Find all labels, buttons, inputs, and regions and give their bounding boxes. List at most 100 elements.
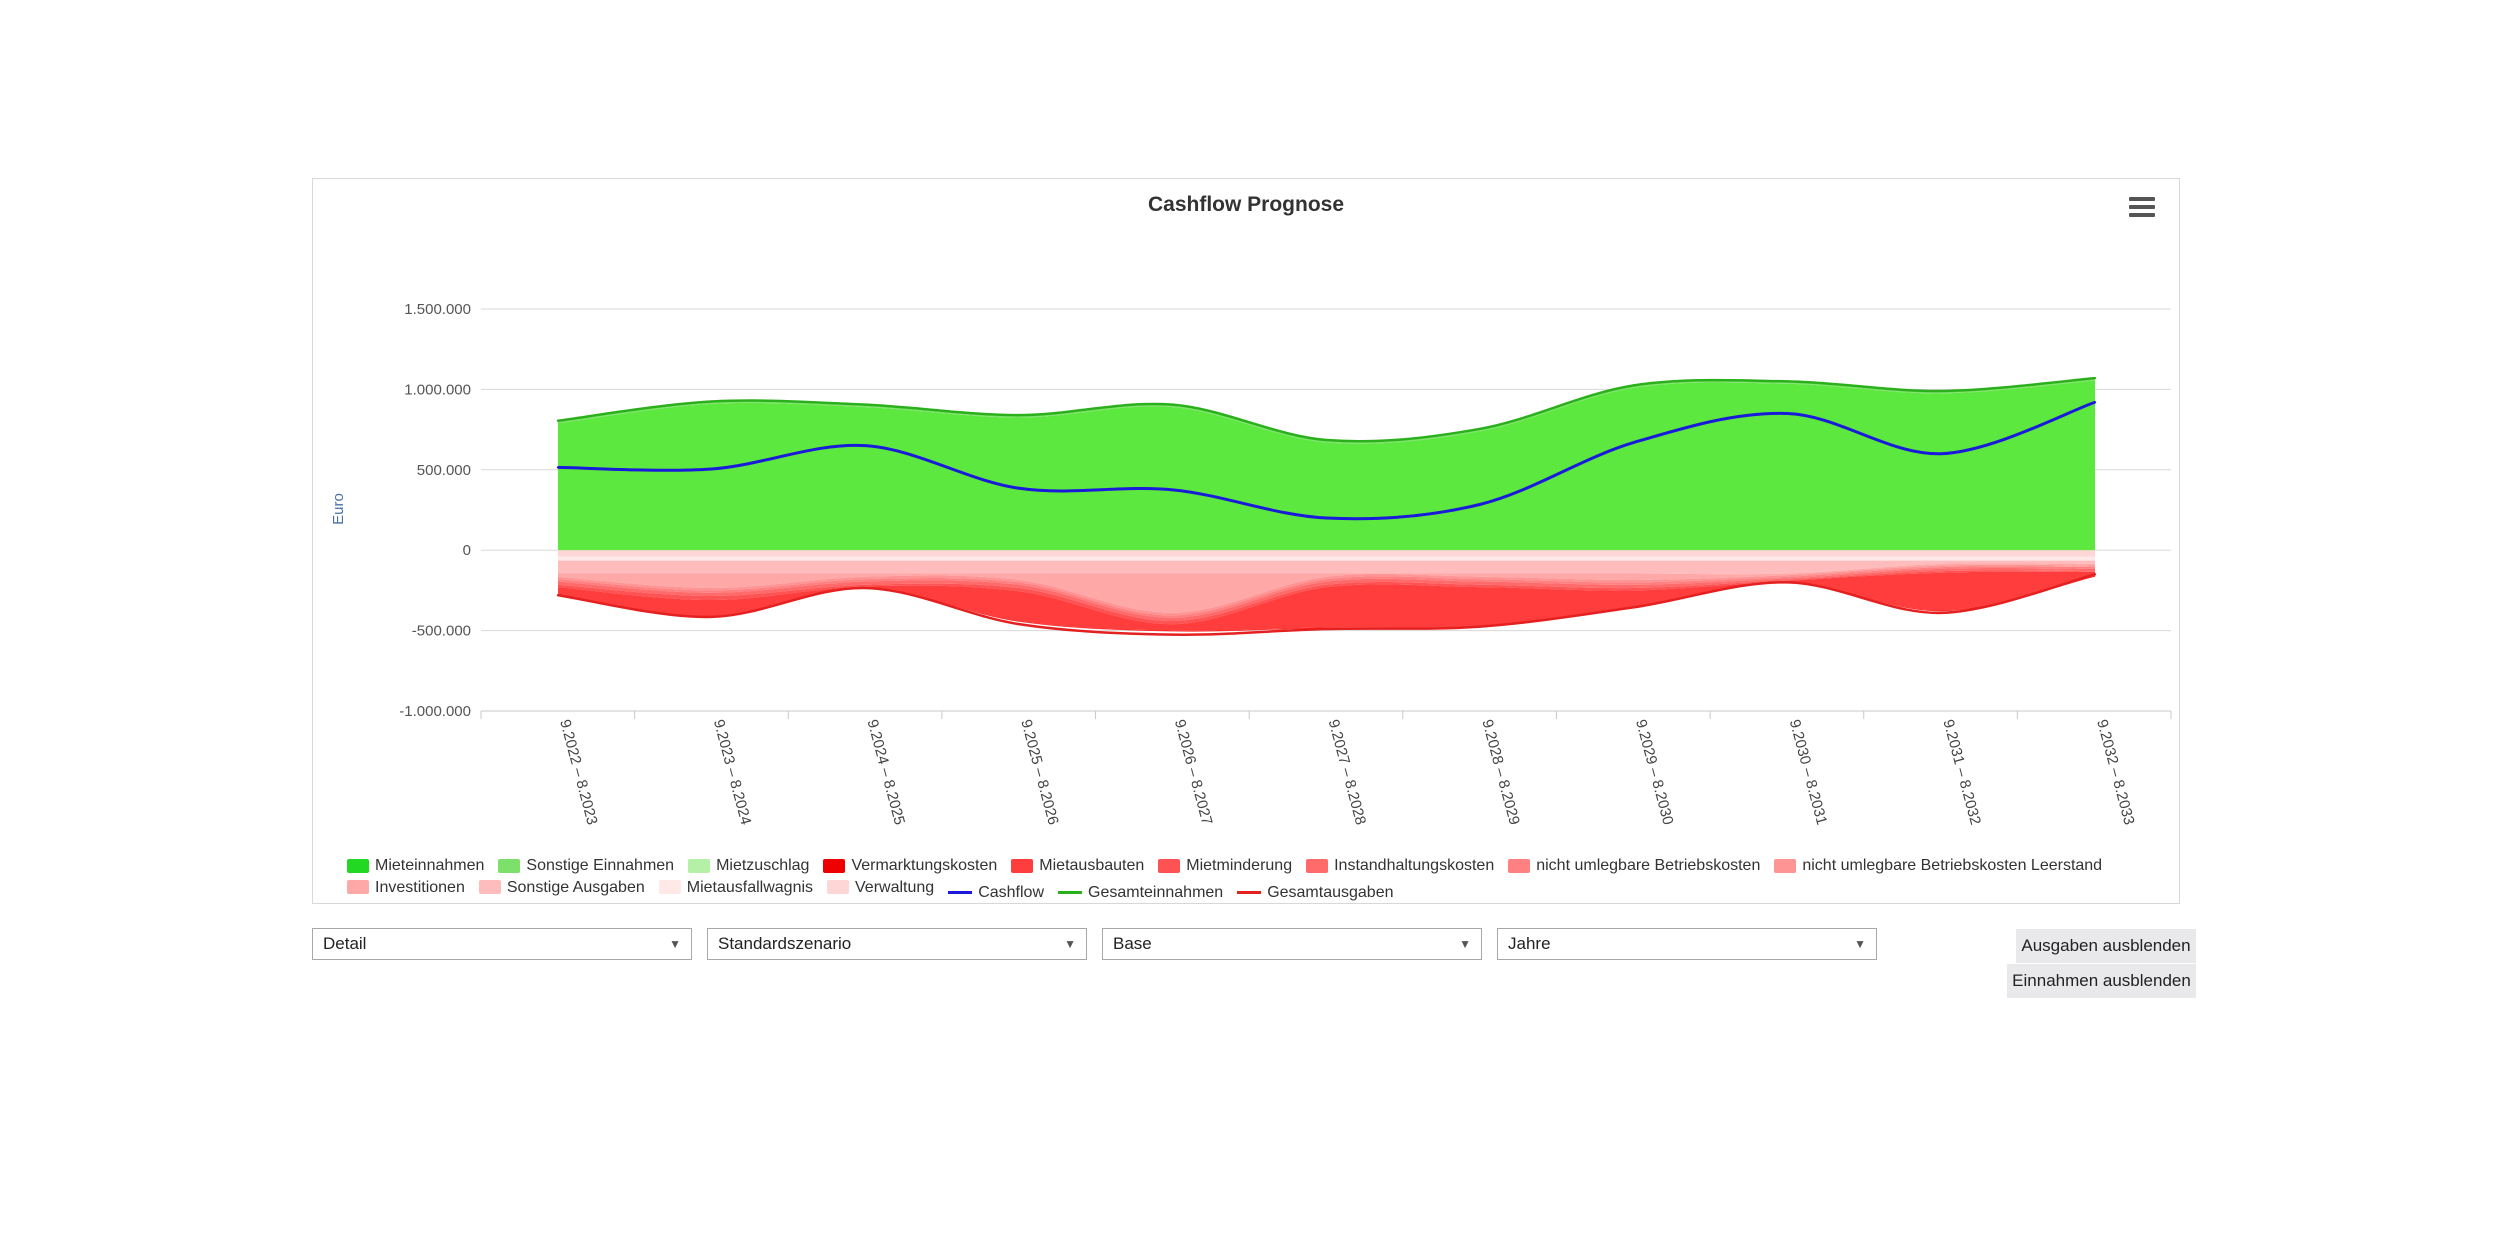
area-mietausfallwagnis [558, 556, 2095, 561]
base-select[interactable]: Base ▼ [1102, 928, 1482, 960]
point-gesamteinnahmen [556, 419, 560, 422]
point-gesamtausgaben [1325, 627, 1328, 631]
legend-swatch [347, 880, 369, 894]
point-cashflow [710, 467, 713, 471]
point-gesamteinnahmen [1940, 389, 1943, 393]
view-select[interactable]: Detail ▼ [312, 928, 692, 960]
x-tick-label: 9.2027 – 8.2028 [1325, 718, 1369, 827]
legend-label: Mieteinnahmen [375, 857, 485, 874]
x-tick-label: 9.2032 – 8.2033 [2093, 718, 2137, 827]
legend-swatch [1774, 858, 1797, 873]
x-tick-label: 9.2022 – 8.2023 [556, 718, 600, 827]
legend-item[interactable]: Mietausfallwagnis [658, 878, 813, 897]
y-axis-title: Euro [330, 493, 347, 525]
legend-item[interactable]: nicht umlegbare Betriebskosten Leerstand [1774, 856, 2102, 875]
point-gesamtausgaben [1940, 611, 1943, 615]
hide-expenses-button[interactable]: Ausgaben ausblenden [2016, 929, 2196, 963]
point-gesamtausgaben [1171, 633, 1174, 636]
point-cashflow [1632, 441, 1636, 444]
legend-label: Sonstige Ausgaben [506, 878, 645, 896]
legend-swatch [478, 880, 501, 894]
point-gesamteinnahmen [1632, 384, 1636, 387]
hamburger-menu-icon[interactable] [2129, 197, 2155, 219]
legend-swatch [827, 880, 850, 894]
legend-item[interactable]: Mietminderung [1158, 856, 1292, 875]
legend-item[interactable]: Mietzuschlag [688, 856, 809, 875]
chart-panel: 1.500.000 1.000.000 500.000 0 -500.000 -1.000… [312, 178, 2180, 904]
x-tick-label: 9.2025 – 8.2026 [1017, 718, 1061, 827]
point-cashflow [1325, 516, 1328, 520]
legend-item[interactable]: Investitionen [347, 878, 465, 897]
legend-item[interactable]: Cashflow [948, 883, 1044, 902]
legend-swatch [948, 891, 973, 894]
y-tick-label: 0 [463, 542, 471, 559]
x-tick-label: 9.2026 – 8.2027 [1171, 718, 1215, 827]
point-cashflow [1940, 452, 1943, 455]
chart-legend: Mieteinnahmen Sonstige Einnahmen Mietzusch… [347, 856, 2167, 902]
area-verwaltung [558, 550, 2095, 557]
legend-label: Verwaltung [855, 878, 935, 896]
point-gesamtausgaben [710, 615, 713, 619]
area-mietminderung [558, 570, 2095, 625]
area-mieteinnahmen [558, 380, 2095, 551]
point-gesamteinnahmen [1017, 413, 1021, 417]
area-nicht-umlegbare-betriebskosten-leerstand [558, 564, 2095, 616]
point-gesamteinnahmen [1325, 438, 1328, 442]
area-sonstige-ausgaben [558, 560, 2095, 575]
legend-label: Gesamtausgaben [1267, 884, 1394, 901]
legend-label: nicht umlegbare Betriebskosten Leerstand [1802, 857, 2103, 874]
scenario-select-value: Standardszenario [718, 934, 852, 953]
legend-item[interactable]: nicht umlegbare Betriebskosten [1508, 856, 1760, 875]
legend-swatch [1011, 858, 1034, 873]
legend-swatch [347, 858, 369, 873]
legend-item[interactable]: Verwaltung [827, 878, 934, 897]
legend-label: nicht umlegbare Betriebskosten [1536, 857, 1761, 874]
y-tick-label: -1.000.000 [399, 703, 471, 720]
point-cashflow [556, 466, 560, 469]
area-nicht-umlegbare-betriebskosten [558, 566, 2095, 618]
point-gesamteinnahmen [710, 400, 713, 403]
chevron-down-icon: ▼ [1854, 937, 1866, 951]
point-gesamtausgaben [556, 594, 560, 597]
legend-swatch [823, 858, 846, 873]
legend-label: Vermarktungskosten [851, 857, 998, 874]
base-select-value: Base [1113, 934, 1152, 953]
legend-swatch [1058, 891, 1082, 894]
legend-item[interactable]: Sonstige Einnahmen [498, 856, 674, 875]
scenario-select[interactable]: Standardszenario ▼ [707, 928, 1087, 960]
legend-item[interactable]: Sonstige Ausgaben [478, 878, 645, 897]
legend-swatch [658, 880, 681, 894]
legend-item[interactable]: Gesamtausgaben [1237, 883, 1394, 902]
point-gesamtausgaben [1786, 581, 1789, 584]
legend-item[interactable]: Mietausbauten [1011, 856, 1144, 875]
chart-canvas: 1.500.000 1.000.000 500.000 0 -500.000 -1.000… [330, 301, 2172, 827]
legend-swatch [498, 858, 521, 873]
point-gesamteinnahmen [2093, 376, 2097, 380]
point-gesamtausgaben [1632, 606, 1636, 609]
legend-item[interactable]: Mieteinnahmen [347, 856, 484, 875]
legend-item[interactable]: Gesamteinnahmen [1058, 883, 1223, 902]
point-cashflow [1786, 412, 1789, 415]
legend-swatch [1158, 858, 1181, 873]
y-tick-label: 500.000 [417, 462, 471, 479]
chevron-down-icon: ▼ [669, 937, 681, 951]
chevron-down-icon: ▼ [1064, 937, 1076, 951]
legend-label: Cashflow [978, 884, 1044, 901]
point-gesamtausgaben [2093, 573, 2097, 576]
period-select[interactable]: Jahre ▼ [1497, 928, 1877, 960]
point-gesamtausgaben [864, 586, 867, 590]
hide-income-button[interactable]: Einnahmen ausblenden [2007, 964, 2196, 998]
legend-item[interactable]: Instandhaltungskosten [1306, 856, 1494, 875]
view-select-value: Detail [323, 934, 367, 953]
y-tick-label: 1.000.000 [404, 381, 471, 398]
chart-title: Cashflow Prognose [1147, 193, 1345, 216]
legend-label: Instandhaltungskosten [1334, 857, 1495, 874]
legend-swatch [1306, 858, 1329, 873]
x-tick-label: 9.2024 – 8.2025 [864, 718, 908, 827]
period-select-value: Jahre [1508, 934, 1551, 953]
point-cashflow [1479, 503, 1482, 506]
point-gesamteinnahmen [1786, 380, 1789, 383]
x-tick-label: 9.2023 – 8.2024 [710, 718, 754, 827]
legend-label: Investitionen [375, 878, 465, 896]
legend-item[interactable]: Vermarktungskosten [823, 856, 997, 875]
